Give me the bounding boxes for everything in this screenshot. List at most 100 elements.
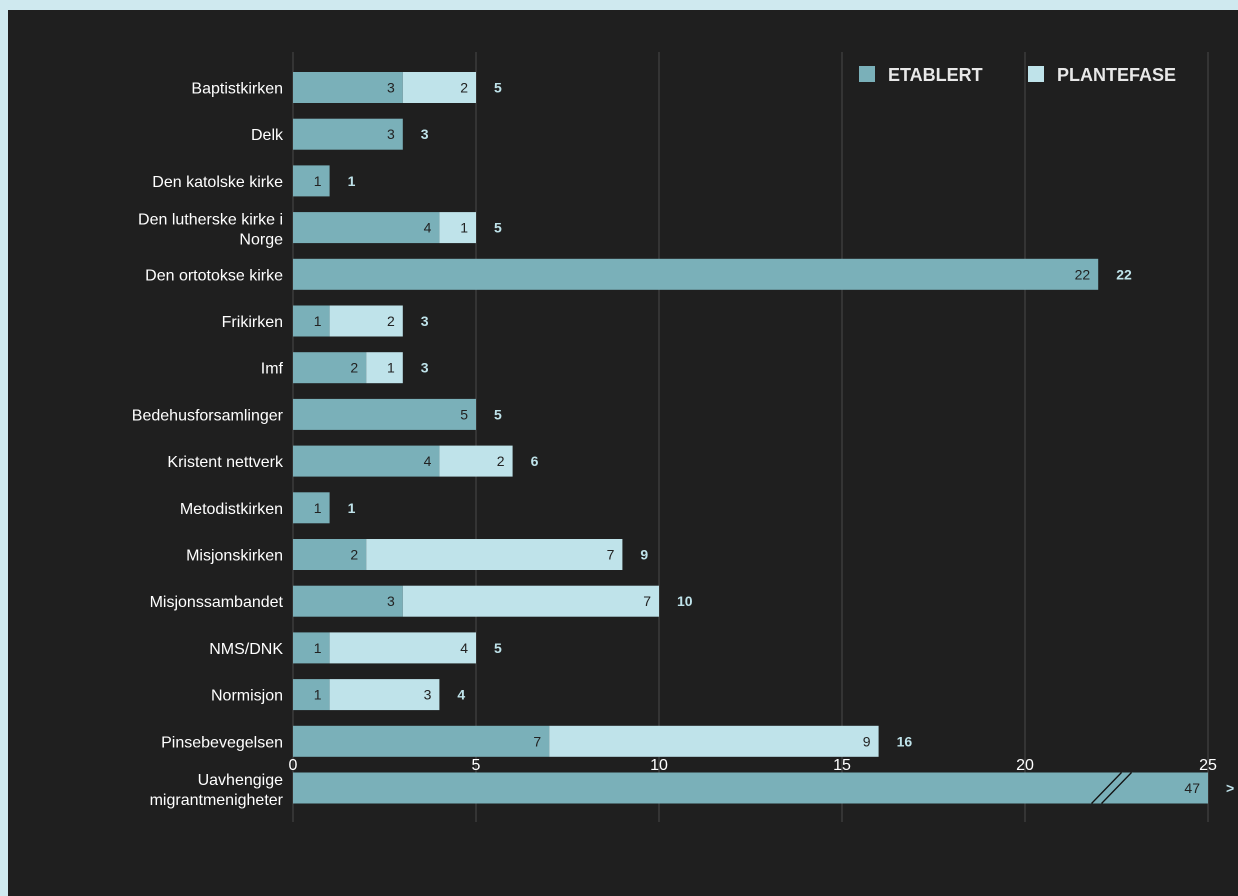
bar-value-label: 7 <box>643 593 651 609</box>
category-label: Den lutherske kirke i Norge <box>138 212 283 249</box>
category-label: Bedehusforsamlinger <box>132 407 284 424</box>
bar-plantefase <box>329 632 476 664</box>
category-label-line: Norge <box>239 232 283 249</box>
bar-value-label: 3 <box>424 687 432 703</box>
bar-value-label: 2 <box>460 80 468 96</box>
bar-etablert <box>293 585 403 617</box>
category-label: Kristent nettverk <box>167 454 284 471</box>
bar-total-label: 1 <box>348 500 356 516</box>
bar-value-label: 2 <box>387 313 395 329</box>
bar-value-label: 4 <box>424 220 432 236</box>
bar-value-label: 1 <box>387 360 395 376</box>
bar-value-label: 9 <box>863 733 871 749</box>
chart-frame: 0 5 10 15 20 25 Baptistkirken 3 2 5 Delk 3 3 Den kato… <box>8 10 1238 896</box>
x-tick-label: 20 <box>1016 757 1034 774</box>
bar-total-label: 4 <box>457 687 465 703</box>
category-label-line: migrantmenigheter <box>150 792 284 809</box>
category-label: Delk <box>251 127 284 144</box>
category-label: NMS/DNK <box>209 641 283 658</box>
x-tick-label: 25 <box>1199 757 1217 774</box>
bar-value-label: 1 <box>314 640 322 656</box>
legend-label: ETABLERT <box>888 65 983 85</box>
category-label: Misjonssambandet <box>150 594 284 611</box>
bar-value-label: 3 <box>387 126 395 142</box>
bar-etablert <box>293 539 367 570</box>
bar-etablert <box>293 72 403 103</box>
bar-value-label: 1 <box>314 313 322 329</box>
bar-plantefase <box>366 352 403 384</box>
bar-total-label: 10 <box>677 593 693 609</box>
bar-total-label: 3 <box>421 313 429 329</box>
category-label: Metodistkirken <box>180 501 283 518</box>
bar-total-label: 5 <box>494 80 502 96</box>
bar-total-label: 5 <box>494 220 502 236</box>
bar-value-label: 7 <box>533 733 541 749</box>
bar-total-label: 22 <box>1116 266 1132 282</box>
bar-etablert <box>293 398 476 430</box>
bar-etablert <box>293 492 330 524</box>
category-label: Imf <box>261 361 284 378</box>
bar-total-label: 16 <box>897 733 913 749</box>
bar-etablert <box>293 725 550 757</box>
bar-etablert <box>293 118 403 150</box>
x-tick-label: 0 <box>289 757 298 774</box>
category-label-line: Den lutherske kirke i <box>138 212 283 229</box>
bar-value-label: 3 <box>387 80 395 96</box>
bar-value-label: 1 <box>314 687 322 703</box>
bar-value-label: 1 <box>460 220 468 236</box>
bar-value-label: 2 <box>350 360 358 376</box>
bar-etablert <box>293 445 440 477</box>
category-label: Pinsebevegelsen <box>161 734 283 751</box>
bar-total-label: 5 <box>494 406 502 422</box>
x-tick-label: 5 <box>472 757 481 774</box>
category-label: Misjonskirken <box>186 548 283 565</box>
legend-label: PLANTEFASE <box>1057 65 1176 85</box>
bar-plantefase <box>439 212 476 244</box>
bar-etablert <box>293 258 1099 290</box>
bar-value-label: 7 <box>607 547 615 563</box>
category-label: Den katolske kirke <box>152 174 283 191</box>
bar-value-label: 2 <box>497 453 505 469</box>
axis-break-mark <box>1091 772 1122 804</box>
bar-plantefase <box>439 445 513 477</box>
x-tick-label: 10 <box>650 757 668 774</box>
bar-etablert <box>293 165 330 197</box>
bar-total-label: 1 <box>348 173 356 189</box>
bar-value-label: 3 <box>387 593 395 609</box>
axis-break-mark <box>1101 772 1132 804</box>
category-label-line: Uavhengige <box>198 772 284 789</box>
legend-swatch <box>859 66 875 82</box>
bar-plantefase <box>549 725 879 757</box>
bar-plantefase <box>402 72 476 103</box>
bar-total-label: 5 <box>494 640 502 656</box>
bar-total-label: 6 <box>531 453 539 469</box>
bar-etablert <box>293 305 330 337</box>
category-label: Frikirken <box>222 314 283 331</box>
bar-total-label: 3 <box>421 360 429 376</box>
bar-value-label: 4 <box>460 640 468 656</box>
bar-value-label: 2 <box>350 547 358 563</box>
bar-etablert <box>293 632 330 664</box>
bar-value-label: 1 <box>314 173 322 189</box>
bar-plantefase <box>329 679 440 711</box>
bar-total-label: 9 <box>640 547 648 563</box>
bar-plantefase <box>402 585 659 617</box>
bar-etablert <box>293 679 330 711</box>
category-label: Uavhengige migrantmenigheter <box>150 772 284 809</box>
legend-swatch <box>1028 66 1044 82</box>
bar-value-label: 1 <box>314 500 322 516</box>
bar-total-label: > <box>1226 780 1234 796</box>
bar-etablert <box>293 352 367 384</box>
bar-etablert <box>293 212 440 244</box>
bar-plantefase <box>366 539 623 570</box>
category-label: Normisjon <box>211 688 283 705</box>
bar-value-label: 4 <box>424 453 432 469</box>
bar-value-label: 5 <box>460 406 468 422</box>
category-label: Den ortotokse kirke <box>145 267 283 284</box>
bar-value-label: 22 <box>1075 266 1091 282</box>
bar-etablert <box>293 772 1208 804</box>
bar-plantefase <box>329 305 403 337</box>
bar-value-label: 47 <box>1184 780 1200 796</box>
x-tick-label: 15 <box>833 757 851 774</box>
